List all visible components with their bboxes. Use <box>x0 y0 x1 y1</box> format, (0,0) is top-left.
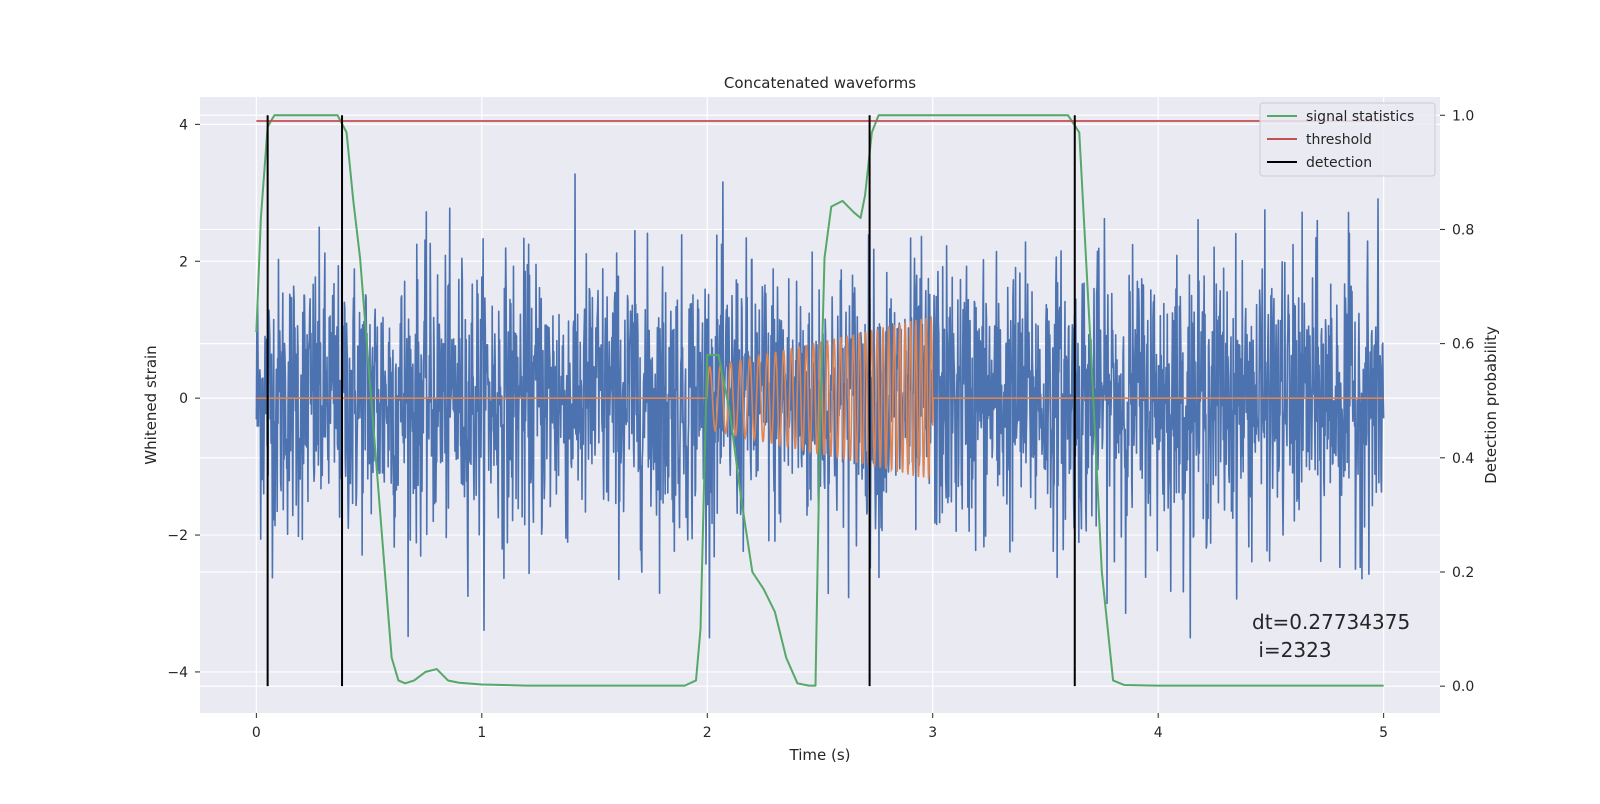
y2-tick-label: 0.2 <box>1452 565 1474 581</box>
legend-label-detection: detection <box>1306 155 1372 171</box>
x-tick-label: 4 <box>1154 725 1163 741</box>
x-tick-label: 5 <box>1379 725 1388 741</box>
y2-tick-label: 0.4 <box>1452 451 1474 467</box>
x-tick-label: 3 <box>928 725 937 741</box>
y-tick-label: −4 <box>167 665 188 681</box>
legend: signal statistics threshold detection <box>1259 102 1436 177</box>
y2-tick-label: 0.6 <box>1452 337 1474 353</box>
annotation: dt=0.27734375 i=2323 <box>1252 610 1410 662</box>
injected-waveform-line <box>256 316 1384 479</box>
y-tick-label: 0 <box>179 391 188 407</box>
chart-title: Concatenated waveforms <box>724 74 916 92</box>
y-tick-label: 2 <box>179 254 188 270</box>
annotation-line-1: dt=0.27734375 <box>1252 610 1410 634</box>
x-tick-label: 0 <box>252 725 261 741</box>
legend-label-threshold: threshold <box>1306 132 1372 148</box>
y-tick-label: −2 <box>167 528 188 544</box>
plot-lines <box>255 114 1385 687</box>
y2-tick-label: 0.8 <box>1452 222 1474 238</box>
x-axis-label: Time (s) <box>789 746 851 764</box>
signal-statistics-line <box>255 114 1384 687</box>
legend-label-signal-statistics: signal statistics <box>1306 109 1414 125</box>
y2-tick-label: 1.0 <box>1452 108 1474 124</box>
y-axis-label: Whitened strain <box>142 345 160 464</box>
legend-box <box>1259 102 1436 177</box>
y2-tick-label: 0.0 <box>1452 679 1474 695</box>
y2-axis-label: Detection probability <box>1482 326 1500 484</box>
axes: 0 1 2 3 4 5 −4 −2 0 2 4 0.0 0.2 0.4 0.6 0.8 1.0 <box>167 108 1474 741</box>
y-tick-label: 4 <box>179 117 188 133</box>
x-tick-label: 2 <box>703 725 712 741</box>
x-tick-label: 1 <box>477 725 486 741</box>
annotation-line-2: i=2323 <box>1252 638 1332 662</box>
